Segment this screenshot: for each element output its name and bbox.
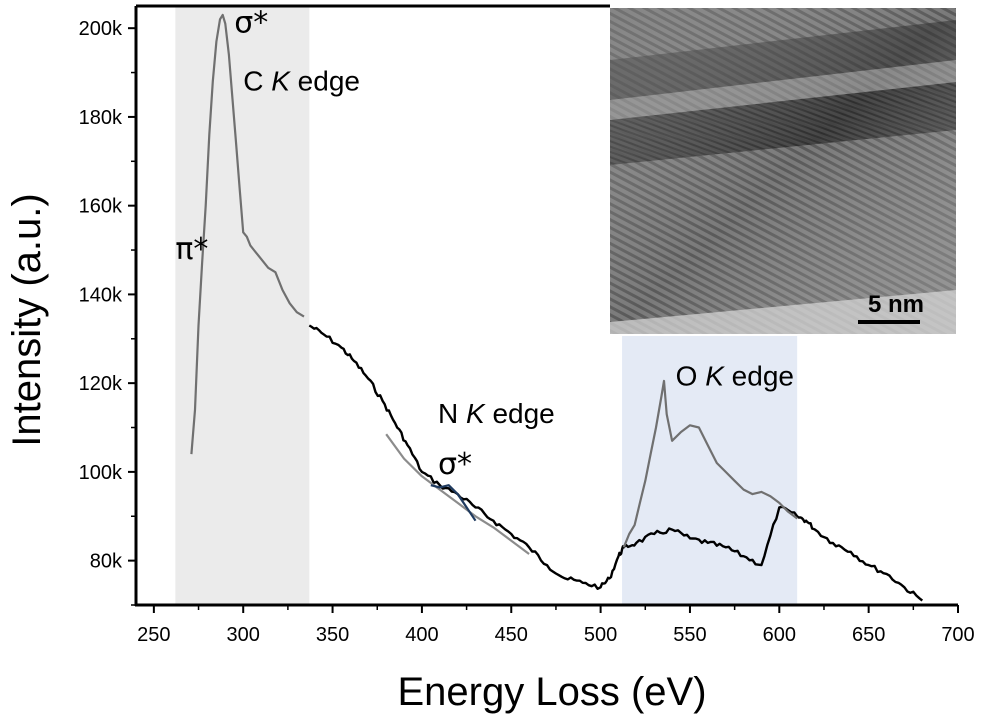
annotation-c-edge: C K edge xyxy=(243,65,360,96)
x-tick-label: 650 xyxy=(852,624,885,646)
annotation-part: C xyxy=(243,65,271,96)
series-line xyxy=(308,324,924,602)
annotation-part: edge xyxy=(290,65,360,96)
annotation-sigma-n: σ* xyxy=(438,447,472,482)
annotation-part: K xyxy=(466,398,486,429)
y-ticks: 80k 100k 120k 140k 160k 180k 200k xyxy=(79,18,136,606)
axes xyxy=(134,6,958,607)
series-line xyxy=(430,484,477,522)
annotation-part: edge xyxy=(724,360,794,391)
x-tick-label: 250 xyxy=(137,624,170,646)
x-tick-label: 350 xyxy=(316,624,349,646)
x-tick-label: 600 xyxy=(763,624,796,646)
x-tick-label: 400 xyxy=(405,624,438,646)
y-tick-label: 120k xyxy=(79,373,123,395)
y-tick-label: 180k xyxy=(79,107,123,129)
annotation-part: edge xyxy=(485,398,555,429)
series-line xyxy=(385,433,530,555)
x-tick-label: 300 xyxy=(227,624,260,646)
series-line xyxy=(190,13,305,455)
annotation-part: K xyxy=(705,360,725,391)
y-tick-label: 100k xyxy=(79,462,123,484)
y-tick-label: 80k xyxy=(90,551,123,573)
scale-bar-label: 5 nm xyxy=(868,291,924,318)
tem-inset: 5 nm xyxy=(610,8,956,334)
annotation-pi-c: π* xyxy=(175,232,208,267)
x-axis-title: Energy Loss (eV) xyxy=(397,670,706,714)
shaded-regions xyxy=(175,6,798,605)
annotation-sigma-c: σ* xyxy=(234,6,268,41)
x-tick-label: 700 xyxy=(941,624,974,646)
annotation-o-edge: O K edge xyxy=(676,360,794,391)
series-line xyxy=(622,379,798,548)
tem-noise-overlay xyxy=(610,8,956,334)
x-tick-label: 450 xyxy=(495,624,528,646)
annotations: σ* C K edge π* N K edge σ* O K edge xyxy=(175,6,794,482)
y-tick-label: 160k xyxy=(79,196,123,218)
x-tick-label: 550 xyxy=(673,624,706,646)
annotation-part: O xyxy=(676,360,706,391)
shaded-region xyxy=(175,6,310,605)
shaded-region xyxy=(622,336,798,605)
y-tick-label: 140k xyxy=(79,284,123,306)
annotation-n-edge: N K edge xyxy=(438,398,555,429)
y-tick-label: 200k xyxy=(79,18,123,40)
y-axis-title: Intensity (a.u.) xyxy=(5,193,49,446)
annotation-part: K xyxy=(271,65,291,96)
x-ticks: 250 300 350 400 450 500 550 600 650 700 xyxy=(137,605,975,646)
series-group xyxy=(190,13,924,602)
annotation-part: N xyxy=(438,398,466,429)
x-tick-label: 500 xyxy=(584,624,617,646)
